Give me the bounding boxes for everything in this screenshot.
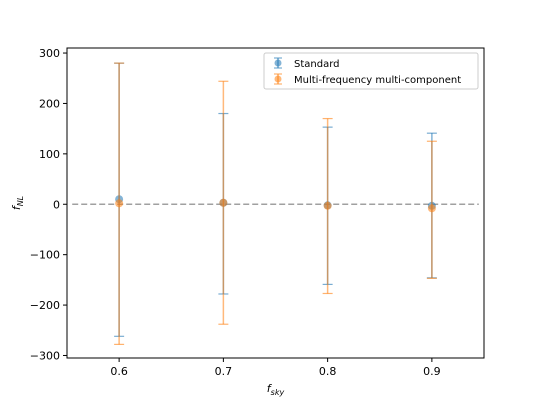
legend-box: [263, 52, 479, 90]
x-tick-label: 0.9: [423, 365, 441, 378]
y-tick-label: 300: [39, 47, 60, 60]
legend-label: Standard: [294, 59, 340, 70]
series-layer: [114, 62, 437, 345]
y-axis-label: fNL: [10, 196, 25, 210]
x-axis-label-subscript: sky: [271, 388, 285, 397]
data-point: [323, 201, 332, 210]
x-axis-ticks: 0.6 0.7 0.8 0.9: [110, 358, 441, 378]
legend: Standard Multi-frequency multi-component: [263, 52, 479, 90]
legend-entry: Standard: [274, 57, 340, 70]
y-tick-label: 100: [39, 148, 60, 161]
legend-marker-icon: [274, 59, 282, 67]
legend-marker-icon: [274, 75, 282, 83]
series-multi-frequency: [114, 62, 437, 345]
axes-frame: [66, 47, 485, 359]
y-tick-label: −200: [30, 299, 60, 312]
data-point: [427, 204, 436, 213]
y-axis-label-main: f: [10, 204, 23, 210]
x-tick-label: 0.7: [215, 365, 233, 378]
legend-entries: Standard Multi-frequency multi-component: [274, 57, 461, 86]
plot-area: [72, 62, 479, 345]
legend-entry: Multi-frequency multi-component: [274, 73, 461, 86]
y-tick-label: 0: [53, 198, 60, 211]
legend-label: Multi-frequency multi-component: [294, 75, 461, 86]
x-tick-label: 0.6: [110, 365, 128, 378]
x-tick-label: 0.8: [319, 365, 337, 378]
x-axis-label: fsky: [267, 382, 285, 397]
y-tick-label: −300: [30, 349, 60, 362]
data-point: [219, 198, 228, 207]
x-axis-label-main: f: [267, 382, 273, 395]
series-standard: [114, 62, 437, 337]
y-axis-label-subscript: NL: [16, 196, 25, 206]
y-tick-label: −100: [30, 249, 60, 262]
y-tick-label: 200: [39, 97, 60, 110]
data-point: [115, 199, 124, 208]
y-axis-ticks: −300 −200 −100 0 100 200 300: [30, 47, 67, 362]
